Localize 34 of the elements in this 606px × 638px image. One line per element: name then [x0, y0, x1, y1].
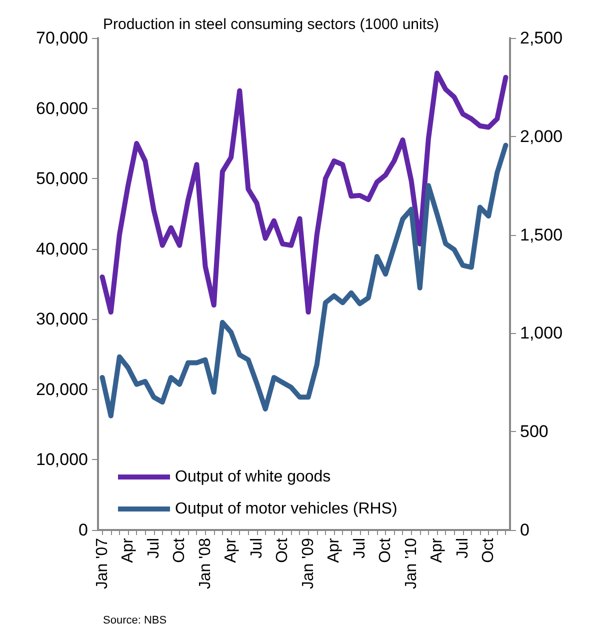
x-tick-label: Jul — [145, 538, 162, 558]
y2-tick-label: 0 — [520, 520, 530, 540]
x-tick-label: Oct — [377, 537, 394, 563]
legend-label: Output of white goods — [175, 468, 331, 486]
x-tick-label: Oct — [171, 537, 188, 563]
y-tick-label: 50,000 — [36, 169, 88, 188]
x-tick-label: Oct — [480, 537, 498, 563]
x-tick-label: Oct — [274, 537, 292, 563]
x-tick-label: Jul — [351, 538, 368, 558]
y-tick-label: 40,000 — [36, 239, 88, 258]
y-tick-label: 60,000 — [36, 98, 88, 118]
legend-label: Output of motor vehicles (RHS) — [175, 500, 398, 518]
x-tick-label: Jan '09 — [300, 538, 317, 590]
y-tick-label: 0 — [78, 520, 88, 540]
x-tick-label: Jul — [248, 538, 266, 558]
source-note: Source: NBS — [103, 614, 167, 626]
y-tick-label: 20,000 — [36, 380, 88, 399]
x-tick-label: Jan '10 — [402, 538, 420, 590]
x-tick-label: Jan '07 — [94, 538, 111, 590]
x-tick-label: Jan '08 — [196, 538, 214, 590]
y2-tick-label: 500 — [520, 422, 548, 442]
y2-tick-label: 1,500 — [520, 225, 563, 244]
y-tick-label: 10,000 — [36, 450, 88, 470]
y2-tick-label: 2,000 — [520, 126, 563, 146]
x-tick-label: Apr — [120, 537, 137, 563]
y-tick-label: 70,000 — [36, 28, 88, 48]
y-tick-label: 30,000 — [36, 310, 88, 329]
x-tick-label: Apr — [428, 537, 446, 563]
x-tick-label: Apr — [222, 537, 240, 563]
y2-tick-label: 2,500 — [520, 28, 563, 48]
chart-title: Production in steel consuming sectors (1000 units) — [103, 16, 440, 33]
y2-tick-label: 1,000 — [520, 324, 563, 343]
x-tick-label: Jul — [454, 538, 472, 558]
x-tick-label: Apr — [326, 537, 343, 563]
